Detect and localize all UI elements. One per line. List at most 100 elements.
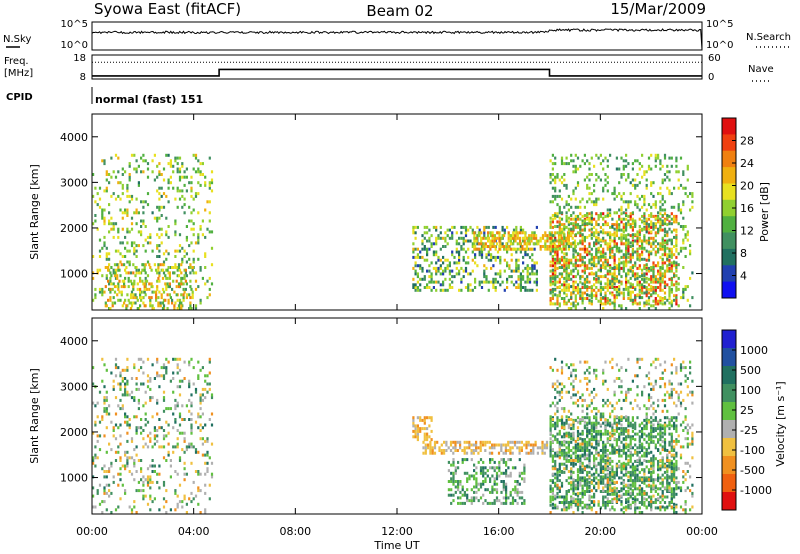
heatmap-cell bbox=[421, 427, 424, 431]
heatmap-cell bbox=[590, 200, 593, 204]
heatmap-cell bbox=[641, 164, 644, 168]
heatmap-cell bbox=[526, 253, 529, 257]
heatmap-cell bbox=[553, 242, 556, 246]
heatmap-cell bbox=[461, 460, 464, 464]
heatmap-cell bbox=[565, 421, 568, 425]
heatmap-cell bbox=[162, 290, 166, 294]
heatmap-cell bbox=[599, 266, 602, 270]
heatmap-cell bbox=[597, 299, 600, 303]
heatmap-cell bbox=[657, 506, 660, 510]
heatmap-cell bbox=[638, 246, 641, 250]
heatmap-cell bbox=[588, 418, 591, 422]
heatmap-cell bbox=[576, 286, 580, 289]
heatmap-cell bbox=[643, 479, 646, 483]
heatmap-cell bbox=[105, 178, 108, 182]
heatmap-cell bbox=[174, 222, 177, 226]
heatmap-cell bbox=[554, 162, 557, 166]
heatmap-cell bbox=[583, 261, 586, 265]
heatmap-cell bbox=[453, 255, 456, 259]
heatmap-cell bbox=[476, 242, 479, 246]
heatmap-cell bbox=[645, 268, 648, 272]
heatmap-cell bbox=[178, 393, 182, 397]
heatmap-cell bbox=[142, 170, 145, 174]
heatmap-cell bbox=[126, 260, 129, 264]
heatmap-cell bbox=[483, 275, 486, 279]
heatmap-cell bbox=[149, 304, 152, 308]
heatmap-cell bbox=[659, 205, 662, 209]
heatmap-cell bbox=[558, 479, 561, 483]
heatmap-cell bbox=[464, 231, 468, 235]
heatmap-cell bbox=[556, 299, 559, 303]
heatmap-cell bbox=[558, 294, 561, 298]
heatmap-cell bbox=[505, 496, 508, 500]
heatmap-cell bbox=[556, 245, 559, 248]
heatmap-cell bbox=[124, 211, 127, 215]
heatmap-cell bbox=[144, 478, 147, 482]
heatmap-cell bbox=[128, 423, 131, 427]
heatmap-cell bbox=[634, 219, 637, 223]
heatmap-cell bbox=[197, 192, 200, 196]
heatmap-cell bbox=[117, 230, 120, 234]
heatmap-cell bbox=[494, 277, 497, 281]
heatmap-cell bbox=[663, 241, 667, 245]
heatmap-cell bbox=[484, 466, 487, 470]
heatmap-cell bbox=[554, 435, 557, 439]
heatmap-cell bbox=[158, 464, 161, 468]
heatmap-cell bbox=[208, 456, 211, 460]
heatmap-cell bbox=[606, 233, 609, 237]
heatmap-cell bbox=[465, 451, 469, 455]
heatmap-cell bbox=[185, 175, 188, 179]
heatmap-cell bbox=[579, 287, 582, 291]
heatmap-cell bbox=[673, 283, 676, 287]
heatmap-cell bbox=[426, 286, 429, 289]
freq-tick-high: 18 bbox=[73, 53, 86, 64]
heatmap-cell bbox=[650, 416, 653, 420]
heatmap-cell bbox=[135, 296, 138, 300]
heatmap-cell bbox=[167, 360, 170, 364]
heatmap-cell bbox=[572, 290, 575, 294]
heatmap-cell bbox=[652, 299, 655, 303]
heatmap-cell bbox=[498, 466, 501, 470]
heatmap-cell bbox=[602, 212, 605, 216]
heatmap-cell bbox=[556, 476, 559, 480]
heatmap-cell bbox=[541, 443, 544, 447]
heatmap-cell bbox=[505, 493, 508, 497]
heatmap-cell bbox=[192, 480, 195, 484]
heatmap-cell bbox=[606, 189, 609, 193]
heatmap-cell bbox=[479, 443, 482, 447]
heatmap-cell bbox=[137, 426, 140, 430]
heatmap-cell bbox=[151, 500, 154, 504]
heatmap-cell bbox=[650, 459, 653, 463]
heatmap-cell bbox=[556, 418, 559, 422]
heatmap-cell bbox=[595, 238, 598, 242]
heatmap-cell bbox=[169, 464, 172, 468]
heatmap-cell bbox=[647, 231, 651, 235]
heatmap-cell bbox=[156, 271, 159, 275]
heatmap-cell bbox=[103, 244, 106, 248]
heatmap-cell bbox=[641, 272, 644, 276]
heatmap-cell bbox=[166, 276, 169, 280]
heatmap-cell bbox=[654, 234, 657, 238]
heatmap-cell bbox=[121, 377, 124, 380]
heatmap-cell bbox=[636, 302, 639, 306]
heatmap-cell bbox=[505, 474, 508, 478]
heatmap-cell bbox=[188, 257, 191, 261]
heatmap-cell bbox=[525, 245, 529, 248]
heatmap-cell bbox=[602, 216, 605, 220]
heatmap-cell bbox=[143, 266, 146, 269]
heatmap-cell bbox=[518, 451, 521, 455]
heatmap-cell bbox=[636, 498, 639, 502]
heatmap-cell bbox=[634, 495, 637, 499]
heatmap-cell bbox=[647, 296, 651, 300]
heatmap-cell bbox=[206, 439, 209, 443]
heatmap-cell bbox=[593, 255, 596, 259]
heatmap-cell bbox=[618, 249, 621, 253]
heatmap-cell bbox=[551, 275, 554, 279]
heatmap-cell bbox=[165, 357, 168, 361]
heatmap-cell bbox=[670, 156, 673, 160]
heatmap-cell bbox=[586, 214, 589, 217]
heatmap-cell bbox=[590, 506, 593, 510]
heatmap-cell bbox=[188, 379, 191, 383]
heatmap-cell bbox=[647, 432, 651, 436]
heatmap-cell bbox=[560, 211, 564, 215]
